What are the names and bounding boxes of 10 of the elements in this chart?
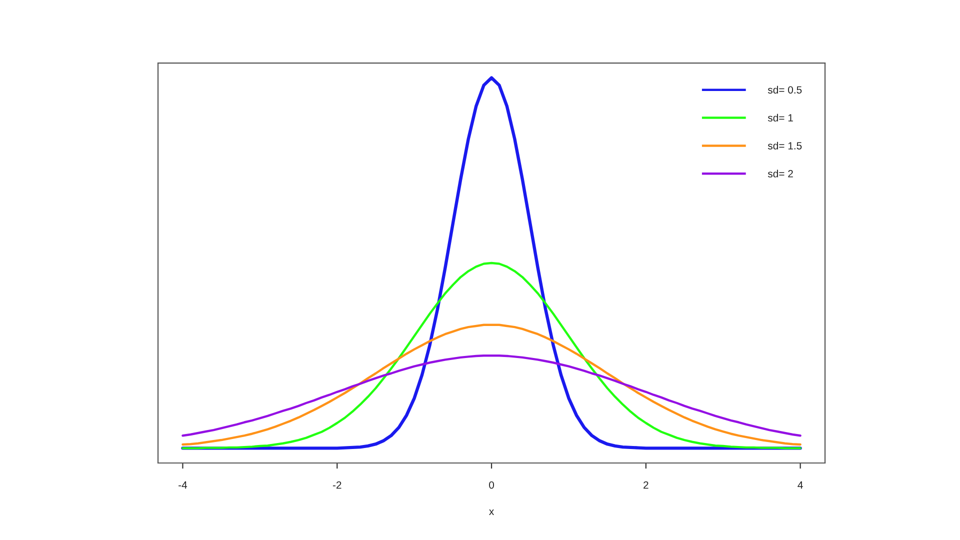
x-tick-label: 4 xyxy=(798,481,803,489)
legend-label: sd= 0.5 xyxy=(768,86,802,94)
legend-label: sd= 1 xyxy=(768,114,793,122)
legend-label: sd= 2 xyxy=(768,170,793,178)
x-axis-title: x xyxy=(489,509,494,515)
x-tick-label: 2 xyxy=(644,481,648,489)
x-tick-label: -2 xyxy=(332,481,342,489)
legend-label: sd= 1.5 xyxy=(768,142,802,150)
x-tick-label: -4 xyxy=(178,481,188,489)
x-tick-label: 0 xyxy=(489,481,494,489)
